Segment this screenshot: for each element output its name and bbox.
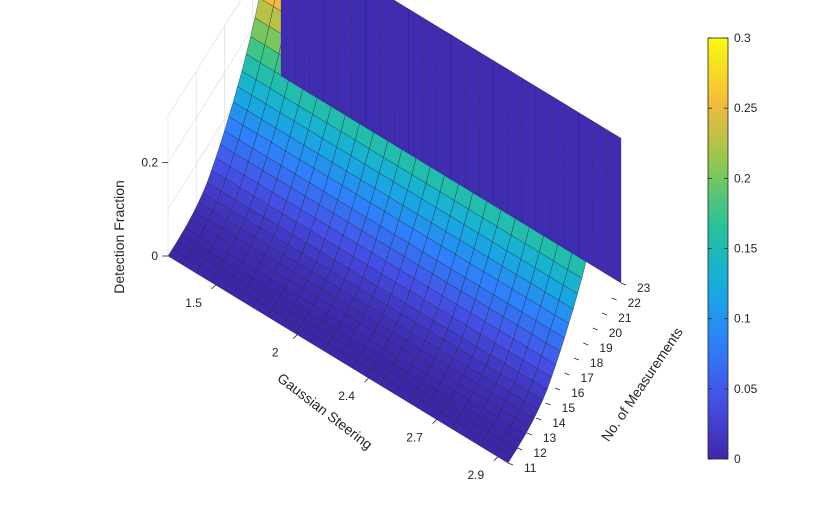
z-tick-label: 0 bbox=[151, 249, 158, 263]
x-tick-label: 2.9 bbox=[467, 468, 484, 482]
y-tick-label: 23 bbox=[637, 281, 651, 295]
z-tick-label: 0.2 bbox=[141, 156, 158, 170]
y-tick-mark bbox=[602, 312, 608, 316]
x-axis-label: Gaussian Steering bbox=[274, 370, 375, 453]
x-tick-label: 2 bbox=[272, 346, 279, 360]
z-axis-label: Detection Fraction bbox=[111, 180, 127, 294]
y-tick-label: 20 bbox=[609, 326, 623, 340]
y-tick-mark bbox=[592, 327, 598, 331]
y-tick-label: 19 bbox=[599, 341, 613, 355]
surface-skirt bbox=[309, 0, 324, 103]
y-tick-label: 13 bbox=[543, 431, 557, 445]
y-tick-mark bbox=[583, 342, 589, 346]
y-tick-mark bbox=[545, 402, 551, 406]
colorbar-tick-label: 0.1 bbox=[734, 312, 751, 326]
x-tick-mark bbox=[493, 456, 499, 462]
surface-skirt bbox=[295, 0, 310, 94]
surface-skirt bbox=[550, 94, 565, 249]
surface-skirt bbox=[422, 17, 437, 172]
colorbar-tick-label: 0.15 bbox=[734, 242, 758, 256]
y-tick-label: 18 bbox=[590, 356, 604, 370]
y-tick-mark bbox=[564, 372, 570, 376]
colorbar-tick-label: 0.2 bbox=[734, 171, 751, 185]
y-tick-label: 17 bbox=[581, 371, 595, 385]
surface-skirt bbox=[436, 25, 452, 180]
x-tick-mark bbox=[364, 377, 369, 383]
y-tick-label: 16 bbox=[571, 386, 585, 400]
surface-skirt bbox=[535, 86, 551, 241]
surface-skirt bbox=[578, 112, 593, 267]
x-tick-mark bbox=[432, 419, 437, 424]
x-tick-mark bbox=[211, 284, 216, 290]
surface-skirt bbox=[380, 0, 395, 146]
surface-skirt bbox=[351, 0, 367, 129]
y-tick-mark bbox=[554, 387, 561, 391]
colorbar-tick-label: 0.3 bbox=[734, 31, 751, 45]
y-tick-mark bbox=[536, 417, 542, 421]
x-tick-label: 2.4 bbox=[338, 389, 355, 403]
y-tick-label: 21 bbox=[618, 311, 632, 325]
surface-skirt bbox=[493, 60, 508, 215]
surface-skirt bbox=[507, 68, 522, 223]
colorbar: 0 0.05 0.1 0.15 0.2 0.25 0.3 bbox=[707, 31, 758, 466]
y-tick-mark bbox=[507, 462, 514, 466]
y-tick-label: 14 bbox=[552, 416, 566, 430]
surface-plot bbox=[167, 0, 622, 464]
y-tick-mark bbox=[517, 447, 523, 451]
surface-skirt bbox=[465, 43, 480, 198]
y-tick-label: 22 bbox=[628, 296, 642, 310]
colorbar-tick-label: 0 bbox=[734, 452, 741, 466]
y-tick-mark bbox=[611, 297, 617, 301]
y-tick-mark bbox=[573, 357, 580, 361]
x-tick-mark bbox=[292, 334, 298, 339]
surface-skirt bbox=[592, 120, 607, 275]
y-tick-mark bbox=[620, 282, 627, 286]
surface-skirt bbox=[394, 0, 409, 154]
y-tick-mark bbox=[526, 432, 532, 436]
surface-skirt bbox=[564, 103, 579, 258]
colorbar-tick-label: 0.05 bbox=[734, 382, 758, 396]
surface-skirt bbox=[408, 8, 423, 163]
surface-patch bbox=[493, 447, 513, 464]
x-tick-label: 1.5 bbox=[185, 296, 202, 310]
y-tick-label: 12 bbox=[533, 446, 547, 460]
surface-skirt bbox=[479, 51, 494, 206]
surface-skirt bbox=[606, 129, 622, 284]
surface-skirt bbox=[337, 0, 352, 120]
y-tick-label: 15 bbox=[562, 401, 576, 415]
surface-skirt bbox=[365, 0, 381, 137]
surface-skirt bbox=[521, 77, 537, 232]
surface-skirt bbox=[450, 34, 466, 189]
x-tick-label: 2.7 bbox=[406, 431, 423, 445]
surface-skirt bbox=[280, 0, 296, 85]
y-tick-label: 11 bbox=[524, 461, 537, 475]
surface-skirt bbox=[323, 0, 338, 111]
colorbar-tick-label: 0.25 bbox=[734, 101, 758, 115]
